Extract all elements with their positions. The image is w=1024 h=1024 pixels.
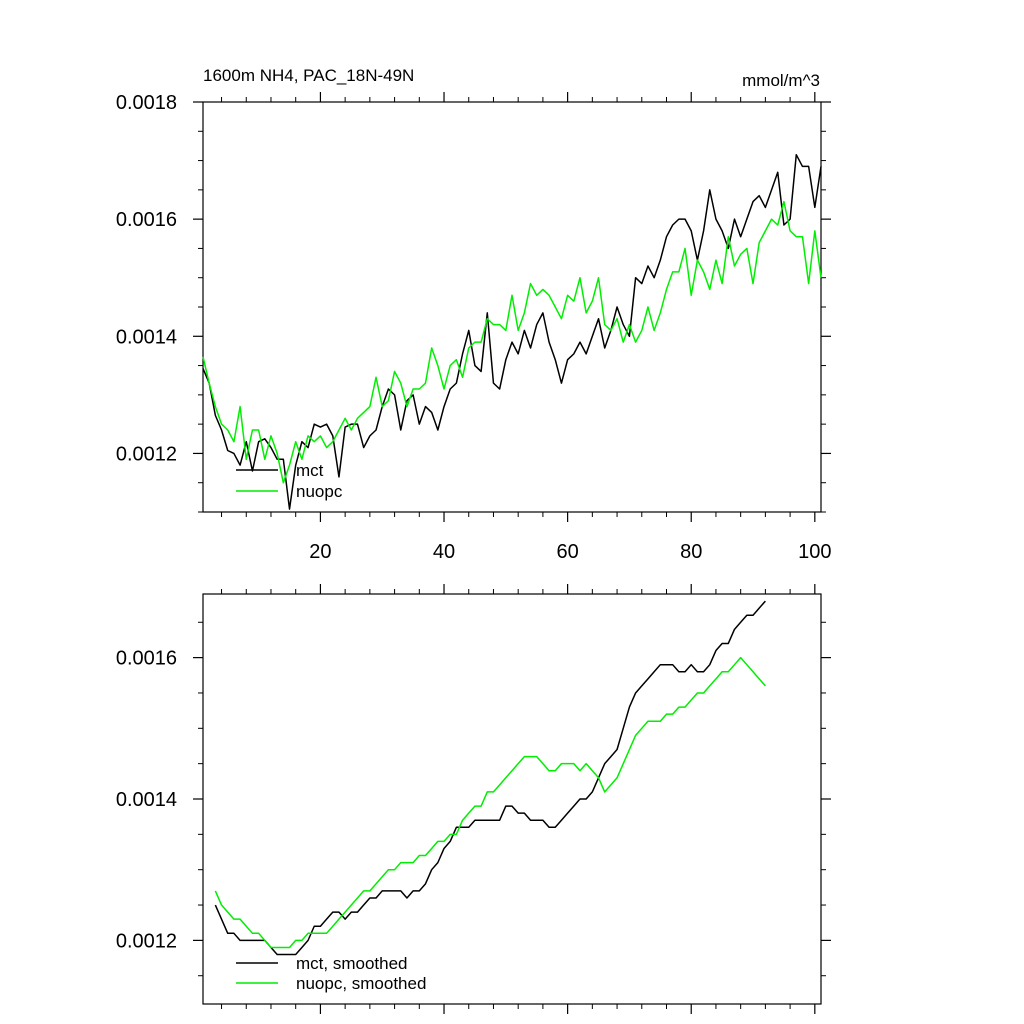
legend-label: nuopc, smoothed (296, 974, 426, 993)
chart-title: 1600m NH4, PAC_18N-49N (203, 66, 414, 85)
x-tick-label: 20 (309, 541, 331, 563)
y-tick-label: 0.0016 (116, 648, 177, 670)
units-label: mmol/m^3 (742, 71, 820, 90)
x-tick-label: 60 (556, 541, 578, 563)
legend-label: mct, smoothed (296, 954, 408, 973)
y-tick-label: 0.0012 (116, 443, 177, 465)
series-line-mct-smoothed (214, 600, 766, 956)
top-legend: mct nuopc (236, 461, 343, 501)
top-y-axis: 0.0012 0.0014 0.0016 0.0018 (116, 92, 831, 465)
bottom-plot-frame (202, 593, 822, 1005)
top-minor-ticks (198, 97, 826, 517)
bottom-x-axis (319, 584, 816, 1014)
bottom-y-axis: 0.0012 0.0014 0.0016 (116, 648, 831, 952)
series-line-nuopc (202, 200, 822, 484)
y-tick-label: 0.0016 (116, 209, 177, 231)
legend-label: mct (296, 461, 324, 480)
x-tick-label: 40 (433, 541, 455, 563)
x-tick-label: 100 (798, 541, 831, 563)
y-tick-label: 0.0014 (116, 789, 177, 811)
x-tick-label: 80 (680, 541, 702, 563)
series-line-mct (202, 153, 822, 510)
y-tick-label: 0.0018 (116, 92, 177, 114)
legend-label: nuopc (296, 482, 343, 501)
top-x-axis: 20 40 60 80 100 (309, 92, 832, 563)
y-tick-label: 0.0014 (116, 326, 177, 348)
bottom-minor-ticks (198, 589, 826, 1009)
y-tick-label: 0.0012 (116, 930, 177, 952)
series-line-nuopc-smoothed (214, 656, 766, 949)
top-panel: 1600m NH4, PAC_18N-49N mmol/m^3 20 40 60 80… (116, 66, 832, 563)
bottom-series-group (214, 600, 766, 956)
top-series-group (202, 153, 822, 510)
top-plot-frame (202, 101, 822, 513)
